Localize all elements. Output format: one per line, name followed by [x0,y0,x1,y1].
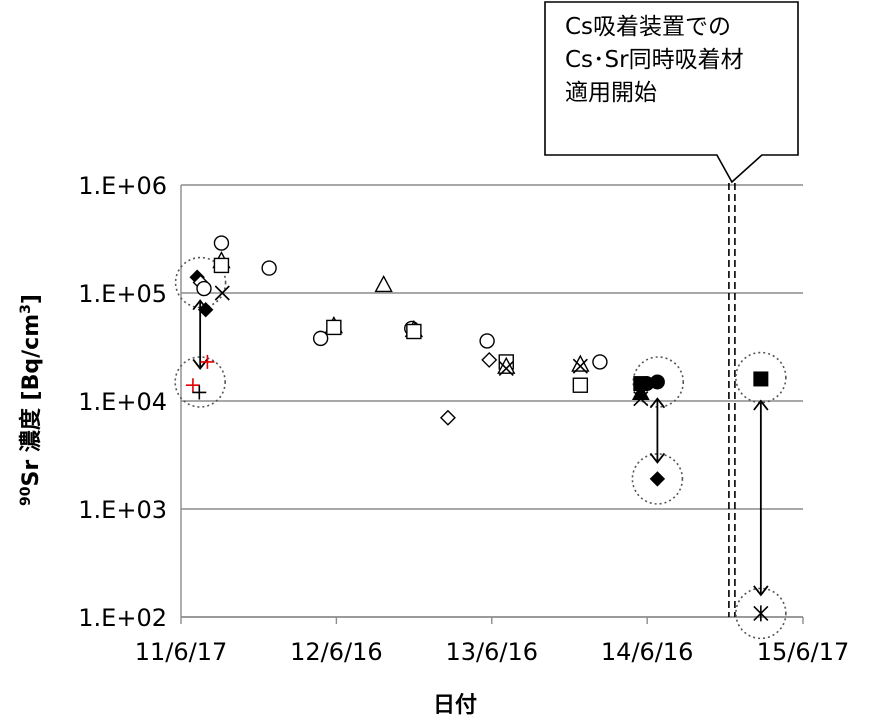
y-axis-title-suffix: ] [19,294,44,304]
point-plus [185,378,200,393]
highlight-circle [174,256,227,309]
callout: Cs吸着装置での Cs･Sr同時吸着材 適用開始 [544,1,799,184]
callout-line-1: Cs吸着装置での [565,14,731,40]
point-diamond-open [481,351,498,368]
arrow-head-up [753,399,769,411]
point-square-filled [753,371,769,387]
point-square-open [572,377,589,393]
highlight-circles [174,256,787,640]
callout-box [544,1,799,184]
point-square-open [326,319,342,336]
x-tick-label: 11/6/17 [135,638,228,666]
point-triangle-open [497,356,516,374]
y-tick-label: 1.E+04 [78,388,167,416]
y-axis-title-isotope-mass: 90 [18,486,34,506]
y-axis-title-superscript: 3 [18,304,34,314]
highlight-circle [631,453,684,505]
y-tick-label: 1.E+03 [78,496,167,524]
point-triangle-open [374,274,393,293]
point-circle-open [312,330,329,347]
point-circle-open [213,235,230,251]
gridlines [180,183,804,624]
highlight-circle [735,351,787,404]
point-square-open [213,257,230,274]
y-axis-title: 90Sr 濃度 [Bq/cm3] [18,294,44,506]
point-x [214,285,230,301]
y-tick-label: 1.E+06 [78,172,167,200]
highlight-circle [632,356,685,408]
arrow-head-up [649,397,666,409]
highlight-circle [735,587,787,640]
y-tick-label: 1.E+05 [78,280,167,308]
x-tick-labels: 11/6/17 12/6/16 13/6/16 14/6/16 15/6/17 [135,638,850,666]
point-circle-open [479,333,495,349]
y-tick-labels: 1.E+02 1.E+03 1.E+04 1.E+05 1.E+06 [78,172,167,632]
point-square-open [406,323,422,340]
point-plus [200,354,215,369]
x-tick-label: 14/6/16 [601,638,694,666]
y-tick-label: 1.E+02 [78,604,167,632]
arrow-head-down [649,452,666,464]
x-tick-label: 15/6/17 [757,638,850,666]
point-x [633,391,649,407]
y-axis-title-main: Sr 濃度 [Bq/cm [18,314,44,487]
x-tick-label: 12/6/16 [290,638,383,666]
data-points [185,235,769,622]
point-circle-open [261,260,277,276]
point-diamond-open [439,409,456,426]
point-asterisk [753,605,769,622]
point-plus [192,385,207,400]
x-axis-title: 日付 [433,693,477,718]
point-diamond-filled [649,471,666,487]
point-circle-open [196,280,212,297]
point-triangle-open [571,354,590,372]
callout-line-2: Cs･Sr同時吸着材 [565,47,744,73]
point-circle-filled [649,374,665,390]
highlight-circle [174,356,226,408]
arrow-head-down [753,585,769,597]
point-circle-open [592,354,608,370]
x-tick-label: 13/6/16 [446,638,539,666]
callout-line-3: 適用開始 [565,80,657,106]
point-x [572,358,588,374]
point-diamond-filled [197,302,214,318]
point-x [498,360,514,377]
